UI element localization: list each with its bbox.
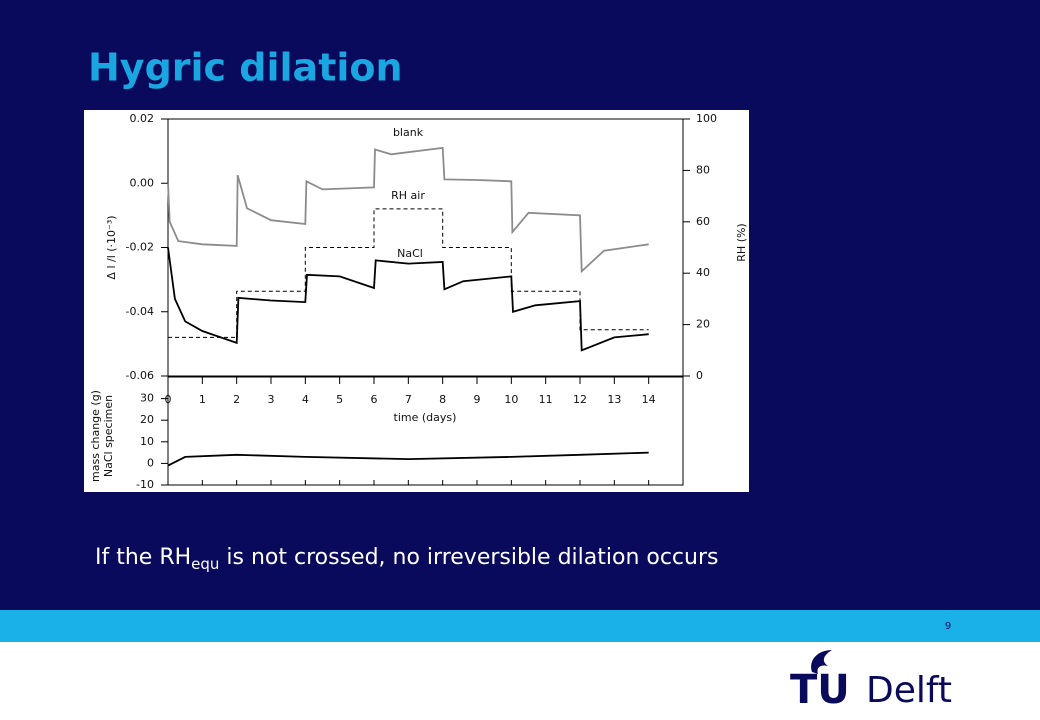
x-tick-label: 10 — [504, 393, 518, 406]
x-tick-label: 9 — [474, 393, 481, 406]
y-tick-label: -0.02 — [126, 241, 154, 254]
y2-tick-label: 40 — [696, 266, 710, 279]
x-tick-label: 6 — [371, 393, 378, 406]
x-tick-label: 7 — [405, 393, 412, 406]
y-tick-label: 20 — [140, 413, 154, 426]
logo-mark: TU — [790, 667, 850, 713]
logo-name: Delft — [866, 670, 952, 711]
footer-band — [0, 610, 1040, 642]
page-number: 9 — [945, 621, 951, 632]
y-tick-label: -0.04 — [126, 305, 154, 318]
y2-tick-label: 80 — [696, 163, 710, 176]
plot-frame — [167, 376, 684, 486]
x-tick-label: 12 — [573, 393, 587, 406]
line — [168, 208, 649, 338]
caption: If the RHequ is not crossed, no irrevers… — [95, 545, 718, 573]
y2-tick-label: 0 — [696, 369, 703, 382]
logo-flame — [811, 650, 832, 674]
x-tick-label: 3 — [268, 393, 275, 406]
x-tick-label: 11 — [539, 393, 553, 406]
y-tick-label: 0.00 — [130, 176, 155, 189]
y-axis-label: NaCl specimen — [102, 395, 115, 477]
x-tick-label: 5 — [336, 393, 343, 406]
y-tick-label: -0.06 — [126, 369, 154, 382]
line — [167, 451, 649, 467]
y-tick-label: 30 — [140, 392, 154, 405]
series-label: NaCl — [397, 247, 423, 260]
x-tick-label: 14 — [642, 393, 656, 406]
x-tick-label: 2 — [233, 393, 240, 406]
x-tick-label: 8 — [439, 393, 446, 406]
y2-tick-label: 60 — [696, 215, 710, 228]
x-tick-label: 4 — [302, 393, 309, 406]
y2-tick-label: 100 — [696, 112, 717, 125]
x-tick-label: 13 — [607, 393, 621, 406]
y-axis-label: mass change (g) — [89, 390, 102, 482]
line — [167, 247, 649, 352]
y-tick-label: 10 — [140, 435, 154, 448]
y-tick-label: 0.02 — [130, 112, 155, 125]
footer — [0, 642, 1040, 720]
series-label: RH air — [391, 189, 425, 202]
y2-tick-label: 20 — [696, 318, 710, 331]
chart-panel — [84, 110, 749, 492]
y2-axis-label: RH (%) — [735, 223, 748, 261]
line — [167, 146, 649, 274]
x-tick-label: 1 — [199, 393, 206, 406]
y-axis-label: Δ l /l (·10⁻³) — [105, 215, 118, 279]
slide-title: Hygric dilation — [88, 46, 403, 90]
caption-text: is not crossed, no irreversible dilation… — [219, 545, 718, 570]
y-tick-label: -10 — [136, 478, 154, 491]
y-tick-label: 0 — [147, 456, 154, 469]
caption-text: If the RH — [95, 545, 191, 570]
series-label: blank — [393, 126, 424, 139]
x-axis-label: time (days) — [394, 411, 457, 424]
caption-sub: equ — [191, 555, 219, 573]
